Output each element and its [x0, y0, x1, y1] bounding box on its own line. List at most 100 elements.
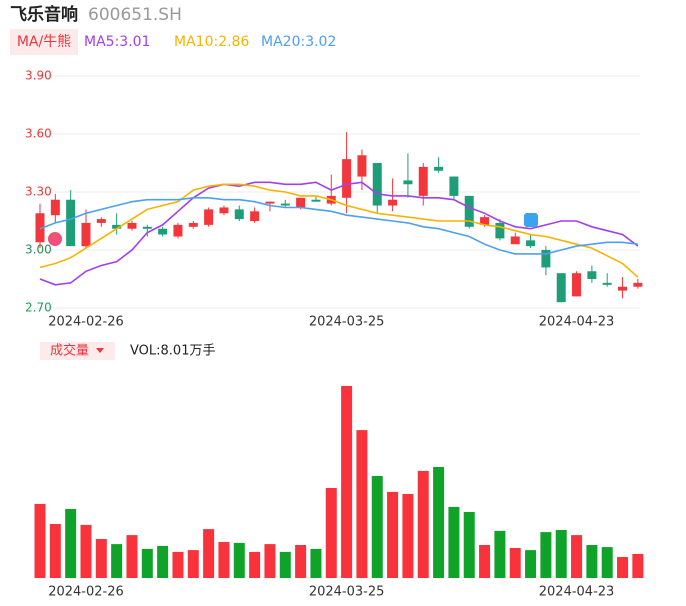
candle-body: [50, 199, 60, 216]
volume-bar: [402, 494, 414, 578]
candle-body: [357, 155, 367, 177]
candle-body: [633, 282, 643, 287]
candle-body: [342, 159, 352, 198]
candle-body: [81, 222, 91, 247]
candle-body: [587, 271, 597, 279]
candle-body: [311, 199, 321, 202]
legend-entry: MA20:3.02: [261, 34, 336, 50]
volume-bar: [203, 529, 215, 578]
candle-body: [158, 228, 168, 235]
volume-bar: [601, 547, 613, 578]
candle-body: [234, 209, 244, 220]
candle-body: [188, 222, 198, 227]
candle-body: [541, 250, 551, 268]
stock-name: 飞乐音响: [10, 4, 78, 25]
candle-body: [403, 180, 413, 185]
ma-line: [39, 181, 639, 286]
candle-body: [510, 236, 520, 245]
x-tick-label: 2024-03-25: [309, 585, 385, 600]
candle-body: [480, 217, 490, 225]
volume-button[interactable]: 成交量: [50, 343, 89, 359]
candle-body: [572, 273, 582, 297]
candle-body: [35, 213, 45, 243]
volume-bar: [249, 551, 261, 578]
candle-body: [495, 222, 505, 239]
y-tick-label: 2.70: [25, 301, 52, 315]
legend-entry: MA5:3.01: [84, 34, 150, 50]
volume-bar: [65, 509, 77, 578]
volume-bar: [433, 467, 445, 578]
candle-body: [142, 226, 152, 229]
candle-body: [418, 166, 428, 196]
candle-body: [127, 222, 137, 229]
candle-body: [173, 224, 183, 237]
candle-body: [526, 240, 536, 247]
volume-bar: [617, 557, 629, 578]
volume-bar: [417, 470, 429, 578]
candle-body: [556, 273, 566, 303]
ma-button-bg[interactable]: [10, 29, 78, 55]
volume-bar: [187, 550, 199, 578]
volume-bar: [80, 524, 92, 578]
volume-bar: [95, 539, 107, 578]
x-tick-label: 2024-02-26: [48, 315, 124, 330]
volume-bar: [126, 535, 138, 578]
candle-body: [66, 199, 76, 247]
volume-bar: [310, 548, 322, 578]
volume-bar: [555, 530, 567, 578]
candle-body: [388, 199, 398, 206]
volume-bar: [279, 551, 291, 578]
candle-body: [219, 207, 229, 214]
volume-bar: [448, 506, 460, 578]
candle-body: [250, 211, 260, 221]
y-tick-label: 3.60: [25, 127, 52, 141]
volume-bar: [525, 550, 537, 578]
ma-line: [39, 197, 638, 255]
volume-bar: [586, 545, 598, 578]
x-tick-label: 2024-04-23: [539, 315, 615, 330]
volume-bar: [34, 503, 46, 578]
candle-body: [296, 197, 306, 208]
legend-entry: MA10:2.86: [174, 34, 249, 50]
candle-body: [265, 201, 275, 204]
volume-bar: [494, 530, 506, 578]
volume-button-bg[interactable]: [40, 342, 115, 360]
ma-button[interactable]: MA/牛熊: [17, 34, 71, 50]
volume-bar: [463, 512, 475, 578]
x-tick-label: 2024-04-23: [539, 585, 615, 600]
volume-bar: [341, 386, 353, 578]
volume-bar: [325, 488, 337, 578]
volume-bar: [632, 553, 644, 578]
volume-bar: [540, 532, 552, 578]
volume-bar: [264, 544, 276, 578]
volume-bar: [157, 545, 169, 578]
event-marker[interactable]: [48, 232, 62, 246]
candle-body: [464, 195, 474, 227]
y-tick-label: 3.00: [25, 243, 52, 257]
volume-bar: [479, 545, 491, 578]
candle-body: [449, 176, 459, 196]
volume-bar: [218, 542, 230, 578]
volume-bar: [49, 524, 61, 578]
dropdown-arrow[interactable]: [96, 348, 104, 353]
volume-bar: [172, 551, 184, 578]
candle-body: [372, 163, 382, 206]
stock-code: 600651.SH: [88, 5, 182, 25]
ma-line: [39, 183, 639, 278]
volume-bar: [571, 535, 583, 578]
volume-label: VOL:8.01万手: [130, 344, 215, 359]
candle-body: [280, 203, 290, 206]
volume-bar: [295, 545, 307, 578]
y-tick-label: 3.30: [25, 185, 52, 199]
volume-bar: [111, 544, 123, 578]
volume-bar: [356, 430, 368, 578]
volume-bar: [509, 548, 521, 578]
volume-bar: [387, 491, 399, 578]
candle-body: [96, 219, 106, 223]
candle-body: [602, 282, 612, 285]
candle-body: [204, 209, 214, 225]
volume-bar: [371, 476, 383, 578]
x-tick-label: 2024-02-26: [48, 585, 124, 600]
event-marker[interactable]: [524, 213, 538, 227]
